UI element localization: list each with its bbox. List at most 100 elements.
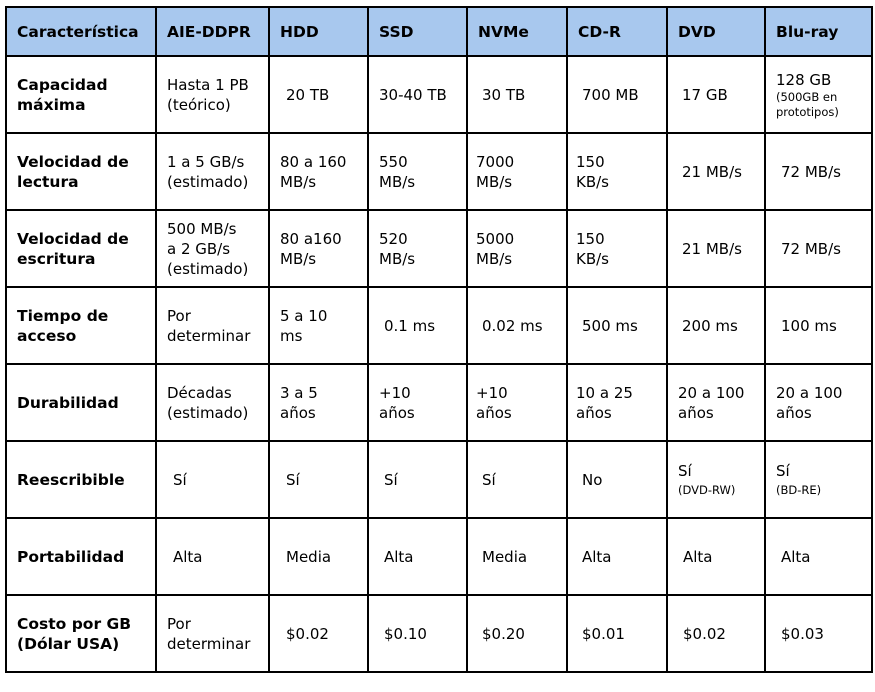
cell-line: a 2 GB/s	[167, 239, 231, 258]
cell-line: Sí	[173, 470, 187, 489]
cell-hdd: 20 TB	[268, 55, 369, 134]
cell-line: MB/s	[379, 172, 416, 191]
cell-line: años	[776, 403, 812, 422]
cell-line: 10 a 25	[576, 383, 633, 402]
cell-line: Décadas	[167, 383, 232, 402]
cell-nvme: 0.02 ms	[466, 286, 568, 365]
table-row: Velocidad de lectura 1 a 5 GB/s (estimado) 8…	[5, 132, 873, 211]
table-row: Capacidad máxima Hasta 1 PB (teórico) 20 TB 3…	[5, 55, 873, 134]
row-label: Capacidad máxima	[5, 55, 157, 134]
cell-line: Alta	[173, 547, 203, 566]
cell-line: años	[280, 403, 316, 422]
cell-line: (500GB en	[776, 89, 838, 104]
cell-line: años	[379, 403, 415, 422]
cell-dvd: 17 GB	[666, 55, 766, 134]
cell-line: 17 GB	[682, 85, 728, 104]
cell-line: 20 TB	[286, 85, 330, 104]
header-cd-r: CD-R	[566, 6, 668, 57]
cell-line: ms	[280, 326, 303, 345]
cell-line: Sí	[776, 462, 790, 480]
cell-dvd: Alta	[666, 517, 766, 596]
cell-nvme: +10 años	[466, 363, 568, 442]
cell-line: KB/s	[576, 249, 609, 268]
cell-hdd: $0.02	[268, 594, 369, 673]
cell-aie-ddpr: Por determinar	[155, 594, 270, 673]
cell-aie-ddpr: Décadas (estimado)	[155, 363, 270, 442]
cell-ssd: 30-40 TB	[367, 55, 468, 134]
cell-line: MB/s	[280, 172, 317, 191]
cell-hdd: 3 a 5 años	[268, 363, 369, 442]
cell-ssd: Sí	[367, 440, 468, 519]
cell-ssd: +10 años	[367, 363, 468, 442]
table-row: Costo por GB (Dólar USA) Por determinar $0.0…	[5, 594, 873, 673]
cell-line: $0.01	[582, 624, 625, 643]
cell-line: 150	[576, 229, 605, 248]
cell-cd-r: 700 MB	[566, 55, 668, 134]
table-row: Velocidad de escritura 500 MB/s a 2 GB/s (es…	[5, 209, 873, 288]
cell-dvd: 200 ms	[666, 286, 766, 365]
cell-line: MB/s	[476, 249, 513, 268]
cell-line: 80 a 160	[280, 152, 347, 171]
cell-line: 7000	[476, 152, 515, 171]
cell-nvme: Media	[466, 517, 568, 596]
cell-blu-ray: 100 ms	[764, 286, 873, 365]
cell-line: 520	[379, 229, 408, 248]
cell-line: $0.20	[482, 624, 525, 643]
cell-ssd: Alta	[367, 517, 468, 596]
cell-line: 72 MB/s	[781, 239, 841, 258]
row-label-line: escritura	[17, 249, 96, 268]
cell-aie-ddpr: 1 a 5 GB/s (estimado)	[155, 132, 270, 211]
header-dvd: DVD	[666, 6, 766, 57]
row-label-line: Capacidad	[17, 75, 108, 94]
cell-nvme: 5000 MB/s	[466, 209, 568, 288]
header-blu-ray: Blu-ray	[764, 6, 873, 57]
cell-line: 80 a160	[280, 229, 342, 248]
cell-line: Alta	[384, 547, 414, 566]
table-row: Tiempo de acceso Por determinar 5 a 10 ms 0.1 …	[5, 286, 873, 365]
cell-aie-ddpr: Alta	[155, 517, 270, 596]
cell-line: años	[476, 403, 512, 422]
cell-line: Por	[167, 306, 191, 325]
cell-line: $0.02	[286, 624, 329, 643]
cell-line: 550	[379, 152, 408, 171]
cell-line: 21 MB/s	[682, 162, 742, 181]
cell-line: 5000	[476, 229, 515, 248]
header-caracteristica: Característica	[5, 6, 157, 57]
cell-hdd: Sí	[268, 440, 369, 519]
cell-blu-ray: $0.03	[764, 594, 873, 673]
cell-line: Media	[482, 547, 528, 566]
cell-line: Hasta 1 PB	[167, 75, 249, 94]
cell-line: Alta	[683, 547, 713, 566]
cell-line: 0.1 ms	[384, 316, 436, 335]
cell-line: 500 ms	[582, 316, 638, 335]
cell-aie-ddpr: Sí	[155, 440, 270, 519]
cell-line: (estimado)	[167, 172, 249, 191]
cell-line: años	[576, 403, 612, 422]
cell-line: (DVD-RW)	[678, 483, 736, 497]
cell-hdd: 80 a160 MB/s	[268, 209, 369, 288]
cell-line: 200 ms	[682, 316, 738, 335]
cell-line: (BD-RE)	[776, 483, 822, 497]
cell-ssd: 550 MB/s	[367, 132, 468, 211]
cell-line: 72 MB/s	[781, 162, 841, 181]
cell-line: +10	[379, 383, 411, 402]
row-label-line: acceso	[17, 326, 77, 345]
header-ssd: SSD	[367, 6, 468, 57]
cell-line: (estimado)	[167, 259, 249, 278]
cell-nvme: $0.20	[466, 594, 568, 673]
cell-nvme: 7000 MB/s	[466, 132, 568, 211]
cell-hdd: 5 a 10 ms	[268, 286, 369, 365]
cell-cd-r: 500 ms	[566, 286, 668, 365]
row-label: Velocidad de escritura	[5, 209, 157, 288]
row-label: Reescribible	[5, 440, 157, 519]
cell-aie-ddpr: Hasta 1 PB (teórico)	[155, 55, 270, 134]
cell-line: 3 a 5	[280, 383, 318, 402]
cell-line: Sí	[286, 470, 300, 489]
cell-dvd: 21 MB/s	[666, 132, 766, 211]
table-header-row: Característica AIE-DDPR HDD SSD NVMe CD-…	[5, 6, 873, 57]
row-label: Durabilidad	[5, 363, 157, 442]
cell-line: Alta	[781, 547, 811, 566]
cell-line: determinar	[167, 634, 251, 653]
cell-line: Sí	[678, 462, 692, 480]
storage-comparison-table: Característica AIE-DDPR HDD SSD NVMe CD-…	[5, 6, 873, 673]
